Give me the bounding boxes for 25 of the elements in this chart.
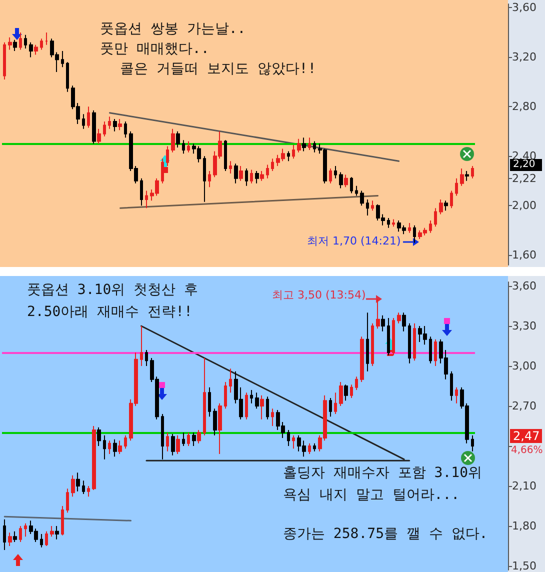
annotation: 최저 1,70 (14:21) (307, 234, 401, 248)
y-tick-label: 2,70 (512, 400, 536, 412)
annotation: 풋옵션 3.10위 첫청산 후 (27, 282, 198, 298)
y-tick-label: 2,00 (512, 199, 536, 212)
annotation: 최고 3,50 (13:54) (272, 288, 366, 302)
y-tick-label: 2,80 (512, 100, 536, 114)
y-tick-label: 1,80 (512, 520, 536, 532)
y-tick-label: 3,20 (512, 50, 536, 64)
annotation: 콜은 거들떠 보지도 않았다!! (120, 61, 316, 77)
annotation: 풋만 매매했다.. (100, 41, 210, 57)
annotation: 욕심 내지 말고 털어라... (283, 487, 460, 503)
y-tick-label: 2,10 (512, 480, 536, 492)
y-tick-label: 1,60 (512, 248, 536, 262)
text: 2,47 (510, 429, 542, 443)
y-tick-label: 2,22 (512, 172, 536, 185)
text: 4,66% (511, 445, 543, 456)
y-tick-label: 3,60 (512, 1, 536, 14)
y-tick-label: 1,50 (512, 560, 536, 572)
y-tick-label: 3,00 (512, 360, 536, 372)
annotation: 풋옵션 쌍봉 가는날.. (100, 21, 246, 37)
y-tick-label: 3,60 (512, 280, 536, 292)
annotation: 2.50아래 재매수 전략!! (27, 304, 192, 320)
annotation: 종가는 258.75를 깰 수 없다. (283, 526, 488, 542)
annotation: 홀딩자 재매수자 포함 3.10위 (283, 465, 482, 481)
y-tick-label: 3,30 (512, 320, 536, 332)
